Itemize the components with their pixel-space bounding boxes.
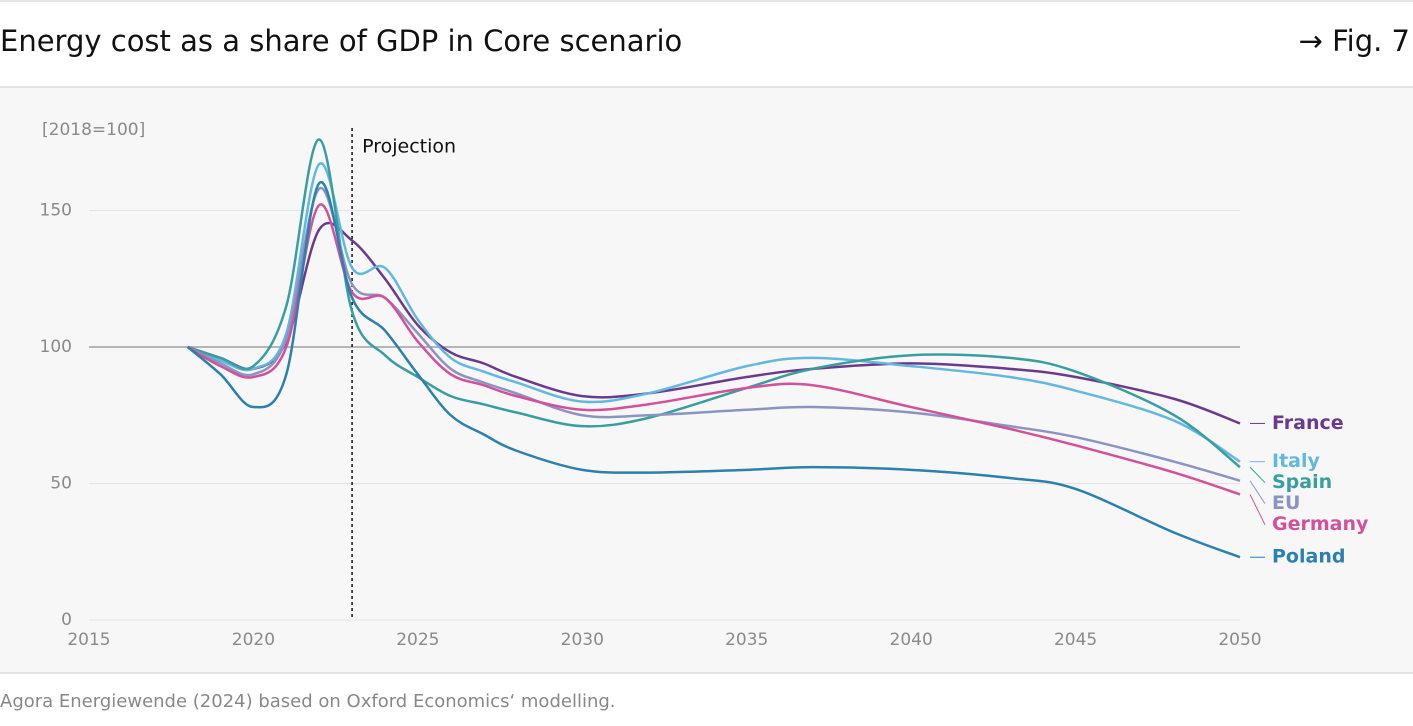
series-line: [187, 138, 1241, 469]
x-tick-label: 2035: [725, 630, 768, 650]
x-tick-label: 2050: [1218, 630, 1261, 650]
legend-label: Germany: [1272, 513, 1369, 535]
x-tick-label: 2020: [232, 630, 275, 650]
chart-title: Energy cost as a share of GDP in Core sc…: [0, 24, 682, 58]
legend-label: Poland: [1272, 546, 1345, 568]
source: Agora Energiewende (2024) based on Oxfor…: [0, 691, 616, 712]
legend-connector: [1249, 494, 1266, 525]
legend-connector: [1249, 480, 1266, 504]
legend-label: Italy: [1272, 450, 1320, 472]
x-tick-label: 2025: [396, 630, 439, 650]
series-line: [187, 162, 1241, 463]
x-tick-label: 2030: [561, 630, 604, 650]
x-tick-label: 2045: [1054, 630, 1097, 650]
plot-panel: [0, 87, 1413, 673]
y-axis-label: [2018=100]: [42, 120, 145, 140]
x-tick-label: 2040: [890, 630, 933, 650]
legend-connector: [1249, 466, 1266, 484]
legend-label: France: [1272, 412, 1344, 434]
annotation: Projection: [362, 136, 456, 158]
x-tick-label: 2015: [67, 630, 110, 650]
y-tick-label: 100: [40, 337, 72, 357]
y-tick-label: 150: [40, 201, 72, 221]
legend-label: EU: [1272, 492, 1300, 514]
legend-label: Spain: [1272, 471, 1332, 493]
y-tick-label: 50: [50, 474, 72, 494]
y-tick-label: 0: [61, 610, 72, 630]
figure-label: → Fig. 7: [1299, 24, 1410, 58]
series-line: [186, 180, 1241, 559]
series-line: [187, 187, 1241, 482]
